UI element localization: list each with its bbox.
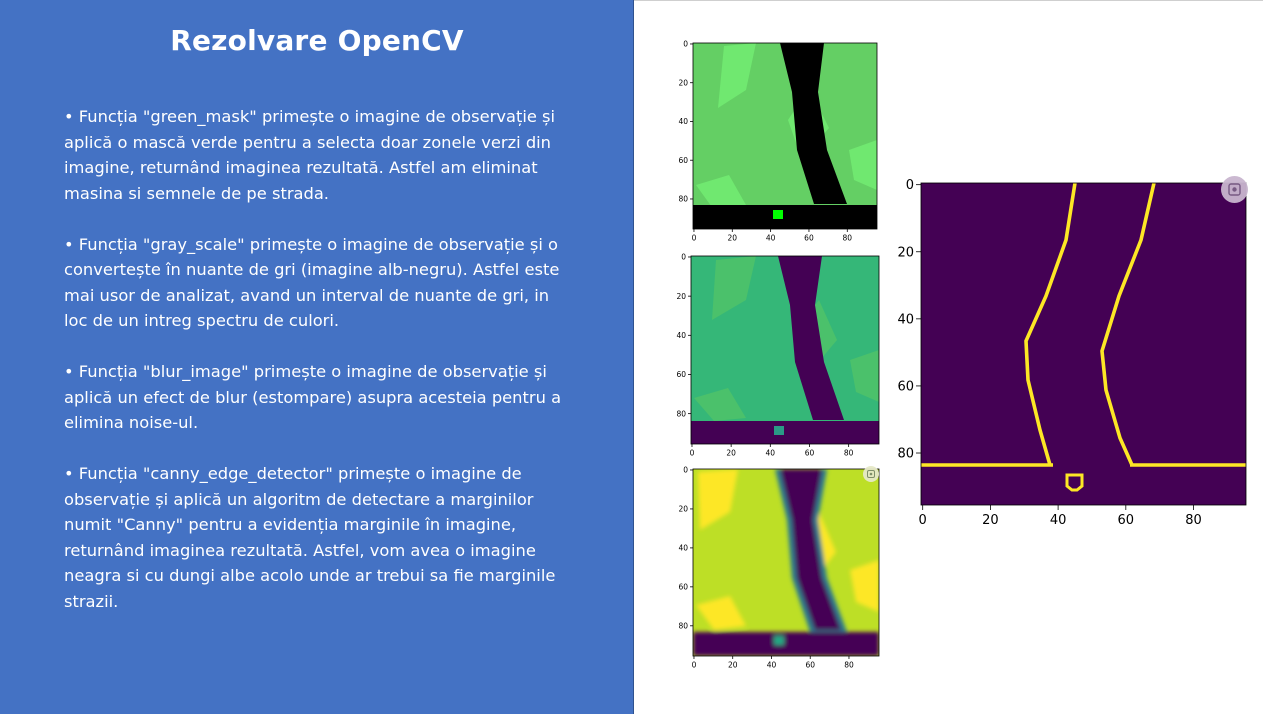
- plot4-x-tick-label: 20: [982, 513, 999, 528]
- plot3-y-tick-label: 40: [678, 544, 688, 553]
- plot4-y-tick-label: 20: [897, 245, 914, 260]
- plot1-road: [780, 43, 847, 204]
- plot3-patch: [850, 560, 879, 612]
- plot4-right-road-edge: [1100, 182, 1156, 466]
- plot2-x-tick-label: 20: [726, 449, 736, 458]
- plot3-y-tick-label: 0: [683, 466, 688, 475]
- lens-icon[interactable]: [863, 466, 879, 482]
- plot4-y-tick-label: 80: [897, 447, 914, 462]
- plot2-y-tick-label: 60: [676, 370, 686, 379]
- plot1-y-tick-label: 40: [678, 117, 688, 126]
- plot2-y-tick-label: 0: [681, 253, 686, 262]
- plot2-grass-patch: [850, 350, 879, 402]
- green-mask-plot: [692, 42, 878, 230]
- plot1-x-tick-label: 0: [692, 234, 697, 243]
- plot2-x-tick-label: 40: [766, 449, 776, 458]
- plot1-grass-patch: [696, 175, 746, 210]
- plot2-car: [774, 426, 784, 435]
- plot1-bottom-band: [693, 205, 877, 229]
- plot2-grass-patch: [694, 388, 746, 421]
- plot3-x-tick-label: 0: [692, 661, 697, 670]
- slide-title: Rezolvare OpenCV: [170, 24, 464, 57]
- plot1-car: [773, 210, 783, 219]
- plot3-y-tick-label: 80: [678, 621, 688, 630]
- plot4-y-tick-label: 40: [897, 312, 914, 327]
- blur-plot: [692, 468, 880, 657]
- image-panel: 0 0 20 20 40 40 60 60 80 80 0 0 20 20 40 40 60 60 80 80 0 0 20…: [634, 0, 1263, 714]
- plots-canvas: 0020204040606080800020204040606080800020…: [676, 40, 1247, 670]
- plot1-x-tick-label: 40: [766, 234, 776, 243]
- plot4-car-edge: [1065, 473, 1084, 492]
- bullet-canny-edge: • Funcția "canny_edge_detector" primește…: [64, 464, 556, 611]
- bullet-blur-image: • Funcția "blur_image" primește o imagin…: [64, 362, 562, 432]
- plot1-x-tick-label: 20: [728, 234, 738, 243]
- plot2-bottom-band: [691, 421, 879, 444]
- plot1-y-tick-label: 20: [678, 78, 688, 87]
- plot3-x-tick-label: 60: [805, 661, 815, 670]
- bullet-gray-scale: • Funcția "gray_scale" primește o imagin…: [64, 234, 560, 331]
- plot3-x-tick-label: 20: [728, 661, 738, 670]
- plot3-bottom-band: [693, 632, 879, 656]
- plot1-x-tick-label: 60: [804, 234, 814, 243]
- plot2-y-tick-label: 20: [676, 292, 686, 301]
- plot1-y-tick-label: 0: [683, 40, 688, 49]
- plot4-background: [921, 183, 1246, 505]
- plot3-y-tick-label: 60: [678, 582, 688, 591]
- plot4-x-tick-label: 60: [1118, 513, 1135, 528]
- plot3-y-tick-label: 20: [678, 505, 688, 514]
- plot2-road: [778, 256, 844, 420]
- plot1-grass-patch: [718, 43, 756, 108]
- plot2-x-tick-label: 80: [844, 449, 854, 458]
- plot3-road: [780, 469, 841, 630]
- plot3-patch: [698, 469, 738, 530]
- plot1-y-tick-label: 60: [678, 156, 688, 165]
- plot1-grass-patch: [849, 140, 877, 190]
- gray-scale-plot: [690, 255, 880, 445]
- plot4-y-tick-label: 0: [906, 178, 914, 193]
- plot3-x-tick-label: 40: [767, 661, 777, 670]
- plot2-grass-patch: [712, 256, 756, 320]
- text-panel: Rezolvare OpenCV • Funcția "green_mask" …: [0, 0, 634, 714]
- plot4-y-tick-label: 60: [897, 379, 914, 394]
- bullet-green-mask: • Funcția "green_mask" primește o imagin…: [64, 107, 556, 203]
- plot2-y-tick-label: 40: [676, 331, 686, 340]
- slide-top-border: [634, 0, 1263, 1]
- plot2-x-tick-label: 60: [805, 449, 815, 458]
- plot4-x-tick-label: 80: [1185, 513, 1202, 528]
- plot2-x-tick-label: 0: [690, 449, 695, 458]
- plot3-x-tick-label: 80: [844, 661, 854, 670]
- lens-icon[interactable]: [1221, 176, 1248, 203]
- plot1-y-tick-label: 80: [678, 195, 688, 204]
- plot4-x-tick-label: 0: [919, 513, 927, 528]
- plot1-x-tick-label: 80: [843, 234, 853, 243]
- plot4-x-tick-label: 40: [1050, 513, 1067, 528]
- plot4-left-road-edge: [1024, 182, 1077, 466]
- plot3-car: [774, 636, 784, 645]
- plot2-y-tick-label: 80: [676, 409, 686, 418]
- bullet-list: • Funcția "green_mask" primește o imagin…: [64, 104, 574, 640]
- plot3-patch: [696, 596, 746, 630]
- canny-plot: [920, 182, 1247, 506]
